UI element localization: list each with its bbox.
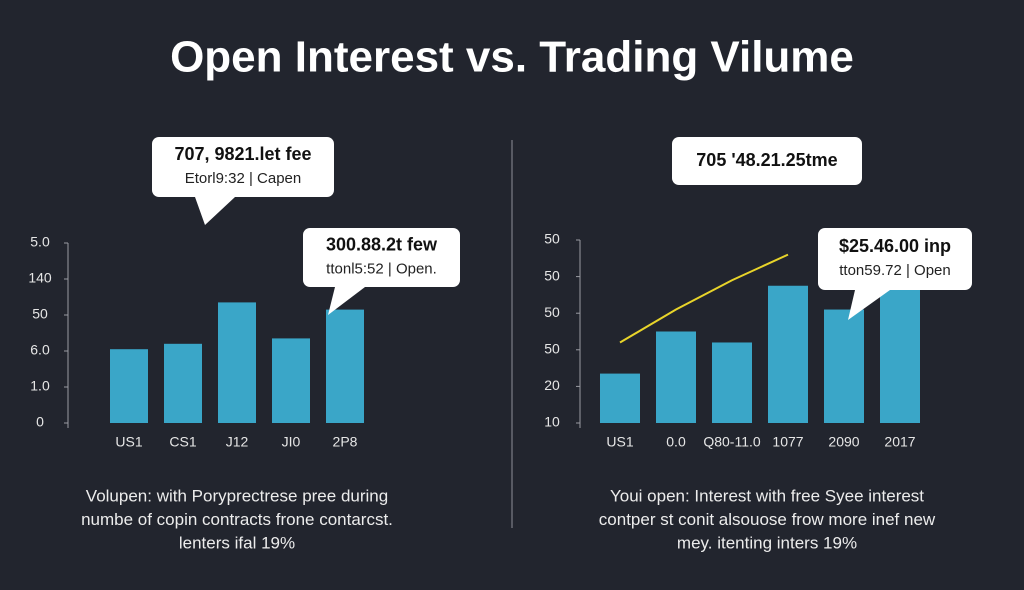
line-series <box>619 253 789 344</box>
bar <box>768 285 808 423</box>
callout-box <box>152 137 334 197</box>
x-tick-label: 0.0 <box>666 434 686 450</box>
callout-text: ttonl5:52 | Open. <box>326 260 437 277</box>
y-tick-label: 50 <box>544 304 560 320</box>
callout-box <box>818 228 972 290</box>
x-tick-label: 2017 <box>884 434 915 450</box>
y-tick-label: 5.0 <box>30 234 50 250</box>
callout-tail <box>848 290 890 320</box>
callout-tail <box>328 287 365 315</box>
x-tick-label: 2P8 <box>333 434 358 450</box>
y-tick-label: 50 <box>544 267 560 283</box>
caption: mey. itenting inters 19% <box>677 533 857 552</box>
callout-tail <box>195 197 235 225</box>
bar <box>600 373 640 423</box>
caption: Youi open: Interest with free Syee inter… <box>610 486 924 505</box>
bar <box>272 338 310 423</box>
y-tick-label: 50 <box>544 341 560 357</box>
y-tick-label: 10 <box>544 414 560 430</box>
x-tick-label: JI0 <box>282 434 301 450</box>
callout-box <box>672 137 862 185</box>
x-tick-label: US1 <box>606 434 633 450</box>
bar <box>656 331 696 423</box>
x-tick-label: CS1 <box>169 434 196 450</box>
callout-title: 707, 9821.let fee <box>174 144 311 164</box>
caption: numbe of copin contracts frone contarcst… <box>81 510 393 529</box>
caption: contper st conit alsouose frow more inef… <box>599 510 936 529</box>
callout-box <box>303 228 460 287</box>
callout-text: tton59.72 | Open <box>839 262 950 279</box>
caption: lenters ifal 19% <box>179 533 295 552</box>
y-tick-label: 50 <box>32 306 48 322</box>
x-tick-label: 1077 <box>772 434 803 450</box>
callout-text: Etorl9:32 | Capen <box>185 170 301 187</box>
page-title: Open Interest vs. Trading Vilume <box>170 33 854 82</box>
bar <box>164 343 202 423</box>
callout-title: $25.46.00 inp <box>839 236 951 256</box>
caption: Volupen: with Poryprectrese pree during <box>86 486 388 505</box>
bar <box>326 309 364 423</box>
bar <box>110 349 148 423</box>
x-tick-label: 2090 <box>828 434 859 450</box>
callout-title: 300.88.2t few <box>326 234 438 254</box>
x-tick-label: J12 <box>226 434 249 450</box>
x-tick-label: Q80-11.0 <box>703 434 761 450</box>
y-tick-label: 0 <box>36 414 44 430</box>
callout-title: 705 '48.21.25tme <box>696 150 837 170</box>
bar <box>712 342 752 423</box>
bar <box>218 302 256 423</box>
y-tick-label: 20 <box>544 377 560 393</box>
bar <box>880 287 920 423</box>
x-tick-label: US1 <box>115 434 142 450</box>
y-tick-label: 6.0 <box>30 342 50 358</box>
y-tick-label: 1.0 <box>30 378 50 394</box>
y-tick-label: 140 <box>28 270 52 286</box>
y-tick-label: 50 <box>544 231 560 247</box>
bar <box>824 309 864 423</box>
